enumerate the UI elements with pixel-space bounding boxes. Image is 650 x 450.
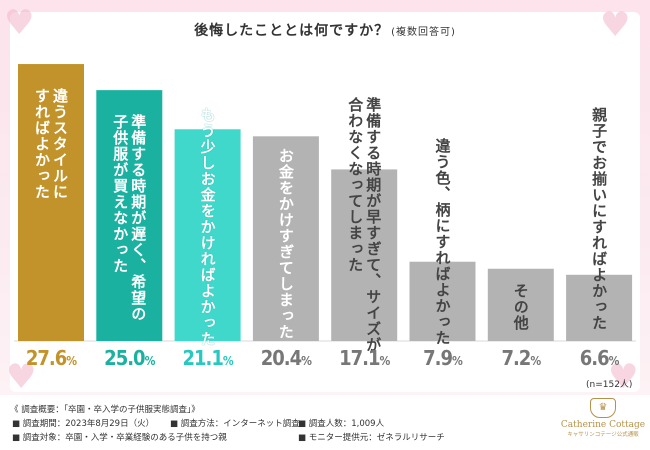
bar-category-label: 違う色、柄にすればよかった — [433, 137, 452, 346]
bar-category-label: 準備する時期が遅く、希望の 子供服が買えなかった — [111, 114, 148, 323]
survey-overview: 《 調査概要：「卒園・卒入学の子供服実態調査」》 — [10, 405, 200, 415]
bar-category-label: 親子でお揃いにすればよかった — [590, 106, 609, 331]
chart-title: 後悔したこととは何ですか？ (複数回答可) — [0, 20, 650, 40]
bar — [566, 274, 633, 341]
brand-name: Catherine Cottage — [560, 420, 646, 430]
brand-logo: ♛ Catherine Cottage キャサリンコテージ公式通販 — [558, 398, 648, 438]
heart-decoration: ♥ — [4, 3, 35, 43]
survey-target: ■ 調査対象：卒園・入学・卒業経験のある子供を持つ親 — [12, 433, 227, 443]
bar — [331, 169, 398, 341]
bar-category-label: 違うスタイルに すればよかった — [33, 88, 69, 201]
heart-decoration: ♥ — [6, 357, 37, 397]
bar-value-label: 17.1% — [339, 346, 390, 370]
bar-value-label: 27.6% — [25, 346, 77, 370]
bar — [174, 129, 241, 341]
brand-subtitle: キャサリンコテージ公式通販 — [567, 432, 639, 438]
bar-value-label: 7.9% — [423, 346, 463, 370]
title-text: 後悔したこととは何ですか？ — [194, 23, 390, 39]
bar-value-label: 6.6% — [579, 346, 620, 370]
bar — [409, 261, 476, 341]
bar-value-label: 20.4% — [260, 346, 312, 370]
bar — [252, 136, 319, 341]
bar-category-label: もう少しお金をかければよかった — [198, 107, 217, 348]
bar-category-label: 準備する時期が早すぎて、サイズが 合わなくなってしまった — [346, 97, 383, 354]
survey-period: ■ 調査期間：2023年8月29日（火） — [12, 419, 155, 429]
heart-decoration: ♥ — [608, 357, 639, 397]
title-subtitle: (複数回答可) — [391, 27, 456, 38]
survey-provider: ■ モニター提供元：ゼネラルリサーチ — [298, 433, 445, 443]
survey-method: ■ 調査方法：インターネット調査 — [170, 419, 300, 429]
heart-decoration: ♥ — [600, 5, 631, 45]
survey-count: ■ 調査人数：1,009人 — [298, 419, 385, 429]
bar-value-label: 21.1% — [182, 346, 233, 370]
bar-category-label: お金をかけすぎてしまった — [276, 148, 295, 341]
bar — [96, 90, 163, 341]
bar-category-label: その他 — [511, 282, 530, 331]
crest-icon: ♛ — [590, 398, 616, 418]
sample-size: (n=152人) — [586, 380, 633, 390]
bar-value-label: 25.0% — [104, 346, 155, 370]
bar-value-label: 7.2% — [501, 346, 541, 370]
bar — [18, 64, 84, 341]
bar — [487, 268, 554, 341]
